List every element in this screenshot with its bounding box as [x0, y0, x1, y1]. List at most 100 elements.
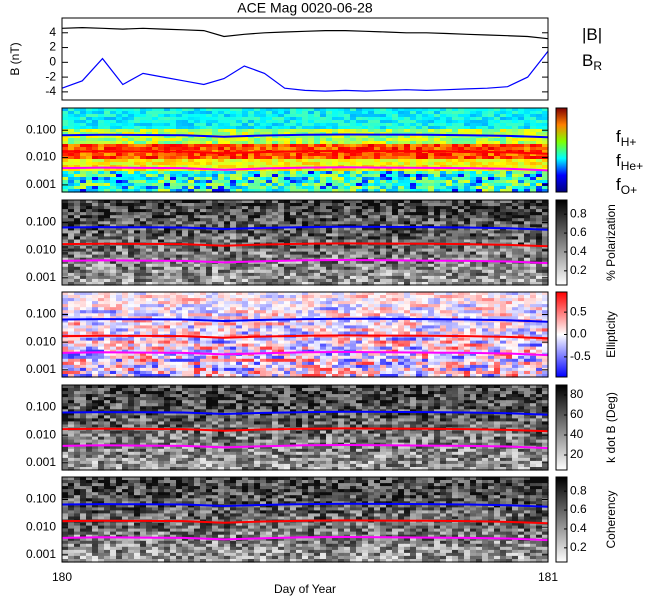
spectrogram-cell [158, 144, 165, 148]
spectrogram-cell [470, 162, 477, 166]
spectrogram-cell [290, 126, 297, 130]
spectrogram-cell [212, 245, 219, 250]
spectrogram-cell [350, 120, 357, 124]
spectrogram-cell [182, 218, 189, 222]
spectrogram-cell [362, 239, 369, 244]
spectrogram-cell [146, 168, 153, 172]
spectrogram-cell [110, 248, 117, 253]
spectrogram-cell [452, 212, 459, 216]
spectrogram-cell [386, 292, 393, 296]
spectrogram-cell [98, 203, 105, 207]
spectrogram-cell [140, 263, 147, 268]
spectrogram-cell [152, 165, 159, 169]
spectrogram-cell [416, 162, 423, 166]
spectrogram-cell [332, 282, 339, 286]
spectrogram-cell [176, 209, 183, 213]
spectrogram-cell [398, 141, 405, 145]
spectrogram-cell [200, 159, 207, 163]
spectrogram-cell [542, 141, 549, 145]
spectrogram-cell [266, 221, 273, 225]
spectrogram-cell [434, 168, 441, 172]
spectrogram-cell [170, 266, 177, 271]
spectrogram-cell [236, 108, 243, 112]
spectrogram-cell [212, 186, 219, 190]
spectrogram-cell [278, 168, 285, 172]
spectrogram-cell [272, 304, 279, 308]
spectrogram-cell [344, 301, 351, 305]
spectrogram-cell [476, 168, 483, 172]
spectrogram-cell [326, 301, 333, 305]
spectrogram-cell [302, 239, 309, 244]
spectrogram-cell [392, 147, 399, 151]
spectrogram-cell [140, 257, 147, 262]
spectrogram-cell [386, 236, 393, 240]
spectrogram-cell [428, 266, 435, 271]
spectrogram-cell [200, 292, 207, 296]
spectrogram-cell [218, 147, 225, 151]
spectrogram-cell [242, 224, 249, 228]
spectrogram-cell [182, 292, 189, 296]
legend-entry: fO+ [616, 175, 637, 197]
spectrogram-cell [500, 159, 507, 163]
spectrogram-cell [284, 257, 291, 262]
spectrogram-cell [110, 266, 117, 271]
spectrogram-cell [272, 301, 279, 305]
colorbar [555, 107, 568, 193]
spectrogram-cell [158, 295, 165, 299]
spectrogram-cell [296, 177, 303, 181]
spectrogram-cell [128, 245, 135, 250]
spectrogram-cell [302, 251, 309, 256]
spectrogram-cell [242, 111, 249, 115]
spectrogram-cell [422, 212, 429, 216]
spectrogram-cell [296, 206, 303, 210]
spectrogram-cell [320, 117, 327, 121]
spectrogram-cell [524, 266, 531, 271]
spectrogram-cell [344, 153, 351, 157]
spectrogram-cell [110, 212, 117, 216]
spectrogram-cell [338, 239, 345, 244]
spectrogram-cell [446, 272, 453, 277]
spectrogram-cell [92, 254, 99, 259]
spectrogram-cell [212, 298, 219, 302]
spectrogram-cell [530, 165, 537, 169]
spectrogram-cell [272, 218, 279, 222]
spectrogram-cell [494, 224, 501, 228]
legend-entry: fHe+ [616, 151, 643, 173]
spectrogram-cell [362, 282, 369, 286]
spectrogram-cell [470, 221, 477, 225]
spectrogram-cell [386, 282, 393, 286]
spectrogram-cell [542, 203, 549, 207]
spectrogram-cell [116, 292, 123, 296]
spectrogram-cell [344, 292, 351, 296]
spectrogram-cell [332, 292, 339, 296]
spectrogram-cell [398, 218, 405, 222]
spectrogram-cell [368, 254, 375, 259]
spectrogram-cell [536, 269, 543, 274]
spectrogram-cell [98, 218, 105, 222]
spectrogram-cell [290, 260, 297, 265]
spectrogram-cell [404, 292, 411, 296]
spectrogram-cell [248, 111, 255, 115]
spectrogram-cell [380, 266, 387, 271]
spectrogram-cell [278, 114, 285, 118]
spectrogram-cell [236, 218, 243, 222]
spectrogram-cell [332, 209, 339, 213]
spectrogram-cell [428, 233, 435, 237]
spectrogram-cell [452, 269, 459, 274]
spectrogram-cell [134, 245, 141, 250]
spectrogram-cell [110, 126, 117, 130]
spectrogram-cell [140, 301, 147, 305]
spectrogram-cell [338, 227, 345, 231]
spectrogram-cell [74, 203, 81, 207]
spectrogram-cell [452, 189, 459, 193]
spectrogram-cell [212, 153, 219, 157]
spectrogram-cell [278, 218, 285, 222]
spectrogram-cell [176, 162, 183, 166]
spectrogram-cell [368, 186, 375, 190]
spectrogram-cell [302, 135, 309, 139]
spectrogram-cell [200, 126, 207, 130]
spectrogram-cell [470, 239, 477, 244]
spectrogram-cell [536, 272, 543, 277]
spectrogram-cell [344, 206, 351, 210]
